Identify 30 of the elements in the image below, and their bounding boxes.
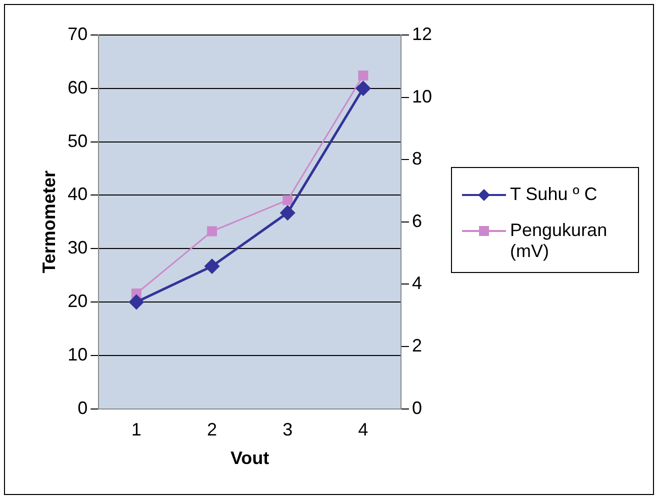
y2-tick-label: 8 [412,148,422,169]
point [129,294,144,310]
point [282,195,293,206]
y2-tick-label: 4 [412,273,422,294]
y-tick-label: 20 [68,290,88,311]
y-tick-label: 10 [68,344,88,364]
x-tick-label: 2 [207,420,218,440]
y-tick-label: 50 [68,130,88,151]
y-tick-label: 40 [68,184,88,204]
y-tick-label: 60 [68,77,88,98]
y-tick-label: 0 [78,398,88,418]
legend-label: Pengukuran (mV) [510,220,608,262]
x-tick-label: 3 [282,420,293,440]
y-axis-title: Termometer [38,170,59,274]
y2-tick-label: 10 [412,86,432,106]
x-tick-label: 1 [131,420,142,440]
y2-tick-label: 0 [412,398,422,418]
point [358,70,368,80]
point [204,258,220,274]
legend-label: T Suhu º C [510,184,598,204]
y-tick-label: 70 [68,24,88,44]
x-axis-title: Vout [230,448,270,468]
y2-tick-label: 12 [412,24,432,44]
y-tick-label: 30 [68,238,88,258]
x-tick-label: 4 [358,420,368,440]
point [207,226,217,236]
point [280,206,295,220]
y2-tick-label: 6 [412,210,422,231]
point [356,81,370,96]
y2-tick-label: 2 [412,335,422,356]
